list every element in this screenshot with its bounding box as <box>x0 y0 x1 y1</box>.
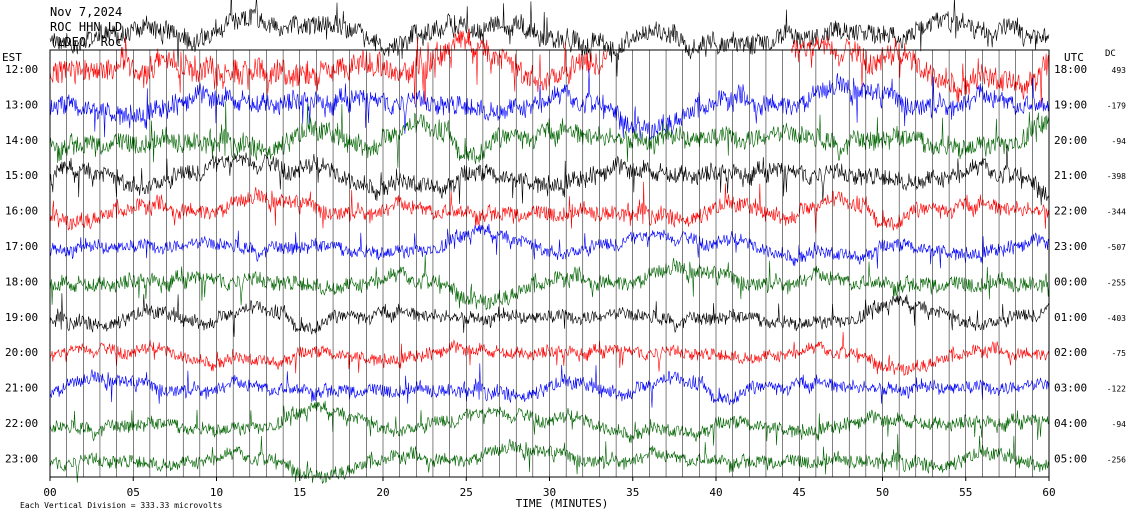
x-tick-label-0: 00 <box>43 486 56 499</box>
x-tick-label-3: 15 <box>293 486 306 499</box>
row-labels: 12:00 18:00 493 13:00 19:00 -179 14:00 20:00 -94… <box>5 63 1126 465</box>
est-label-10: 22:00 <box>5 417 38 430</box>
est-label-6: 18:00 <box>5 275 38 288</box>
trace-line-top <box>49 0 1050 77</box>
x-tick-label-9: 45 <box>793 486 806 499</box>
header-network: (LDEO, Roc <box>50 35 122 49</box>
est-label-5: 17:00 <box>5 240 38 253</box>
x-tick-label-5: 25 <box>460 486 473 499</box>
x-tick-label-11: 55 <box>959 486 972 499</box>
x-tick-label-6: 30 <box>543 486 556 499</box>
utc-label-0: 18:00 <box>1054 63 1087 76</box>
dc-label-0: 493 <box>1112 66 1127 75</box>
dc-label-4: -344 <box>1107 208 1126 217</box>
dc-label-8: -75 <box>1112 349 1127 358</box>
dc-label-6: -255 <box>1107 278 1126 287</box>
utc-label-9: 03:00 <box>1054 382 1087 395</box>
dc-label-9: -122 <box>1107 385 1126 394</box>
vertical-grid <box>66 50 1033 477</box>
dc-label-5: -507 <box>1107 243 1126 252</box>
est-label-4: 16:00 <box>5 205 38 218</box>
right-axis-title: UTC <box>1064 51 1084 64</box>
x-tick-label-10: 50 <box>876 486 889 499</box>
x-tick-label-8: 40 <box>709 486 722 499</box>
scale-note: Each Vertical Division = 333.33 microvol… <box>20 501 222 510</box>
offset-title: DC <box>1105 49 1116 59</box>
header-date: Nov 7,2024 <box>50 5 122 19</box>
utc-label-4: 22:00 <box>1054 205 1087 218</box>
est-label-9: 21:00 <box>5 382 38 395</box>
est-label-7: 19:00 <box>5 311 38 324</box>
utc-label-10: 04:00 <box>1054 417 1087 430</box>
utc-label-5: 23:00 <box>1054 240 1087 253</box>
dc-label-1: -179 <box>1107 101 1126 110</box>
est-label-11: 23:00 <box>5 452 38 465</box>
x-axis-label: TIME (MINUTES) <box>516 497 609 510</box>
dc-label-11: -256 <box>1107 455 1126 464</box>
est-label-2: 14:00 <box>5 134 38 147</box>
x-tick-label-2: 10 <box>210 486 223 499</box>
est-label-3: 15:00 <box>5 169 38 182</box>
est-label-0: 12:00 <box>5 63 38 76</box>
dc-label-2: -94 <box>1112 137 1127 146</box>
x-tick-label-12: 60 <box>1042 486 1055 499</box>
est-label-8: 20:00 <box>5 346 38 359</box>
dc-label-7: -403 <box>1107 314 1126 323</box>
x-tick-label-7: 35 <box>626 486 639 499</box>
x-tick-label-4: 20 <box>376 486 389 499</box>
utc-label-2: 20:00 <box>1054 134 1087 147</box>
dc-label-10: -94 <box>1112 420 1127 429</box>
x-tick-labels: 00 05 10 15 20 25 30 35 40 45 50 55 60 <box>43 477 1056 499</box>
x-tick-label-1: 05 <box>127 486 140 499</box>
utc-label-11: 05:00 <box>1054 452 1087 465</box>
utc-label-1: 19:00 <box>1054 98 1087 111</box>
left-axis-title: EST <box>2 51 22 64</box>
utc-label-8: 02:00 <box>1054 346 1087 359</box>
utc-label-6: 00:00 <box>1054 275 1087 288</box>
utc-label-3: 21:00 <box>1054 169 1087 182</box>
header-station: ROC HHN LD <box>50 20 122 34</box>
est-label-1: 13:00 <box>5 98 38 111</box>
dc-label-3: -398 <box>1107 172 1126 181</box>
utc-label-7: 01:00 <box>1054 311 1087 324</box>
